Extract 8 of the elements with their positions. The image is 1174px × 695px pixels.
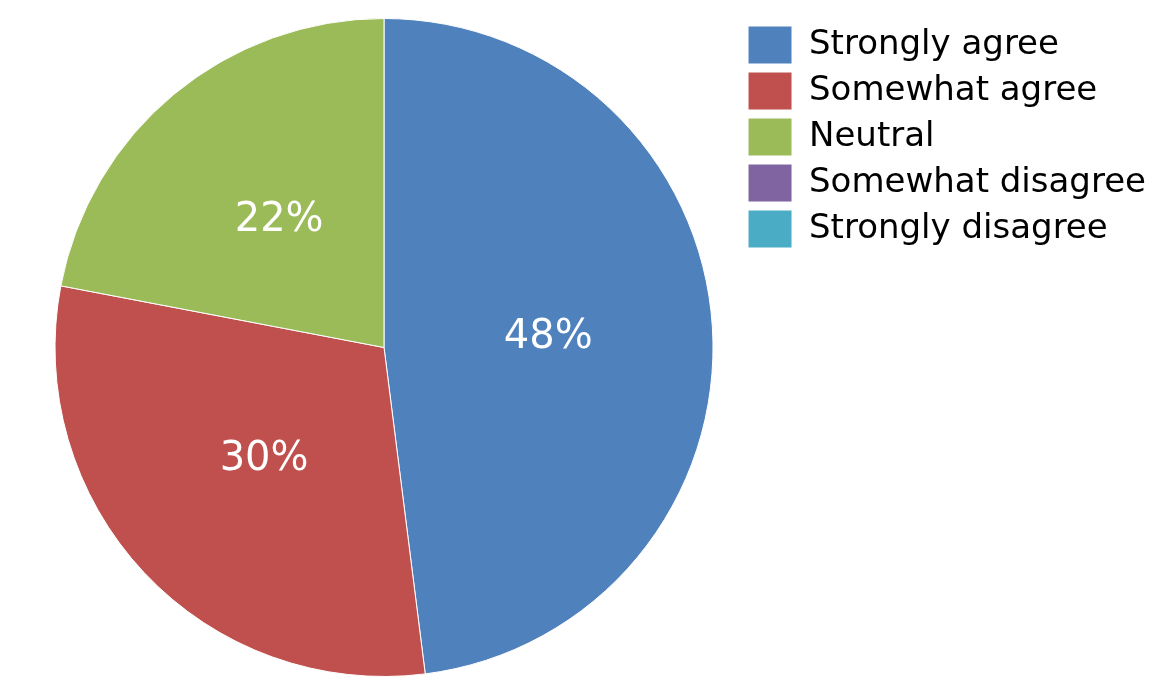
data-label: 30% xyxy=(219,433,309,480)
legend-label: Strongly agree xyxy=(809,21,1059,62)
legend-label: Somewhat agree xyxy=(809,67,1098,108)
data-label: 48% xyxy=(503,310,593,357)
legend-label: Neutral xyxy=(809,113,935,154)
legend-label: Somewhat disagree xyxy=(809,159,1147,200)
legend-label: Strongly disagree xyxy=(809,205,1108,246)
data-label: 22% xyxy=(234,194,324,241)
